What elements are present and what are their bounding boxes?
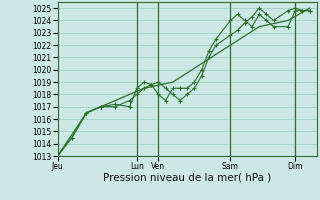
X-axis label: Pression niveau de la mer( hPa ): Pression niveau de la mer( hPa ) (103, 173, 271, 183)
